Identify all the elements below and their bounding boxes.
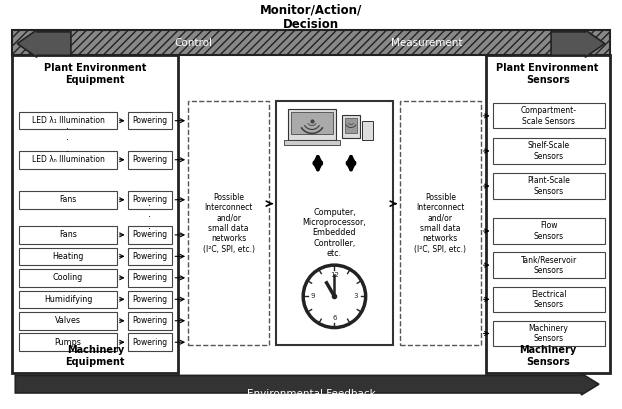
Bar xyxy=(284,140,340,145)
Text: Control: Control xyxy=(174,38,212,47)
Text: Powering: Powering xyxy=(132,338,167,347)
Bar xyxy=(128,290,172,308)
Text: Plant-Scale
Sensors: Plant-Scale Sensors xyxy=(527,176,570,196)
Bar xyxy=(493,103,605,128)
Bar xyxy=(19,290,117,308)
Text: Humidifying: Humidifying xyxy=(44,295,92,304)
FancyArrow shape xyxy=(16,373,599,395)
Text: Cooling: Cooling xyxy=(53,273,83,282)
Text: 3: 3 xyxy=(354,293,358,299)
Text: Measurement: Measurement xyxy=(391,38,463,47)
Bar xyxy=(19,312,117,330)
Bar xyxy=(19,151,117,169)
Text: Powering: Powering xyxy=(132,155,167,164)
Text: Powering: Powering xyxy=(132,316,167,325)
FancyArrow shape xyxy=(17,30,71,57)
Text: Fans: Fans xyxy=(59,195,77,204)
Bar xyxy=(128,191,172,209)
Bar xyxy=(128,151,172,169)
Text: Powering: Powering xyxy=(132,195,167,204)
Bar xyxy=(128,312,172,330)
Text: LED λₙ Illumination: LED λₙ Illumination xyxy=(32,155,104,164)
Bar xyxy=(19,191,117,209)
Text: ·
·
·: · · · xyxy=(149,201,152,234)
Text: Machinery
Sensors: Machinery Sensors xyxy=(529,324,569,343)
Bar xyxy=(287,109,337,140)
Bar xyxy=(493,321,605,346)
Bar xyxy=(12,30,610,55)
Bar xyxy=(128,112,172,130)
Text: Shelf-Scale
Sensors: Shelf-Scale Sensors xyxy=(527,141,570,161)
Bar xyxy=(128,269,172,287)
Text: 6: 6 xyxy=(332,315,337,321)
Text: Computer,
Microprocessor,
Embedded
Controller,
etc.: Computer, Microprocessor, Embedded Contr… xyxy=(302,208,366,258)
Text: Possible
Interconnect
and/or
small data
networks
(I²C, SPI, etc.): Possible Interconnect and/or small data … xyxy=(414,193,466,254)
Text: Monitor/Action/
Decision: Monitor/Action/ Decision xyxy=(260,3,362,31)
Bar xyxy=(276,101,393,345)
Bar xyxy=(493,287,605,312)
Text: Possible
Interconnect
and/or
small data
networks
(I²C, SPI, etc.): Possible Interconnect and/or small data … xyxy=(203,193,254,254)
Bar xyxy=(493,252,605,278)
Text: Machinery
Equipment: Machinery Equipment xyxy=(65,345,125,367)
Bar xyxy=(19,333,117,351)
Text: Fans: Fans xyxy=(59,230,77,239)
Bar xyxy=(493,218,605,244)
Text: Machinery
Sensors: Machinery Sensors xyxy=(519,345,577,367)
Text: ·
·
·: · · · xyxy=(67,124,70,157)
Text: Electrical
Sensors: Electrical Sensors xyxy=(531,290,567,309)
Text: LED λ₁ Illumination: LED λ₁ Illumination xyxy=(32,116,104,125)
Bar xyxy=(400,101,481,345)
Text: Powering: Powering xyxy=(132,230,167,239)
Bar xyxy=(19,247,117,265)
Bar xyxy=(128,247,172,265)
Bar xyxy=(486,55,610,373)
Text: Powering: Powering xyxy=(132,273,167,282)
Bar xyxy=(19,269,117,287)
Bar xyxy=(19,226,117,244)
Bar xyxy=(345,118,357,133)
Bar xyxy=(493,138,605,164)
Text: Powering: Powering xyxy=(132,116,167,125)
Text: Compartment-
Scale Sensors: Compartment- Scale Sensors xyxy=(521,106,577,126)
Bar xyxy=(342,115,360,138)
Bar xyxy=(19,112,117,130)
Bar xyxy=(128,226,172,244)
Bar xyxy=(12,55,179,373)
FancyArrow shape xyxy=(551,30,605,57)
Circle shape xyxy=(303,265,366,328)
Text: Valves: Valves xyxy=(55,316,81,325)
Text: Powering: Powering xyxy=(132,252,167,261)
Text: Flow
Sensors: Flow Sensors xyxy=(534,221,564,240)
Bar xyxy=(128,333,172,351)
Text: 12: 12 xyxy=(330,272,339,278)
Text: Plant Environment
Equipment: Plant Environment Equipment xyxy=(44,63,147,85)
Text: Heating: Heating xyxy=(52,252,84,261)
Text: 9: 9 xyxy=(311,293,315,299)
Bar xyxy=(188,101,269,345)
Text: Environmental Feedback: Environmental Feedback xyxy=(247,389,375,399)
Text: Powering: Powering xyxy=(132,295,167,304)
Text: Plant Environment
Sensors: Plant Environment Sensors xyxy=(496,63,599,85)
Bar xyxy=(362,121,373,140)
Bar xyxy=(493,173,605,199)
Bar xyxy=(290,112,333,134)
Text: Tank/Reservoir
Sensors: Tank/Reservoir Sensors xyxy=(521,256,577,275)
Text: Pumps: Pumps xyxy=(55,338,81,347)
